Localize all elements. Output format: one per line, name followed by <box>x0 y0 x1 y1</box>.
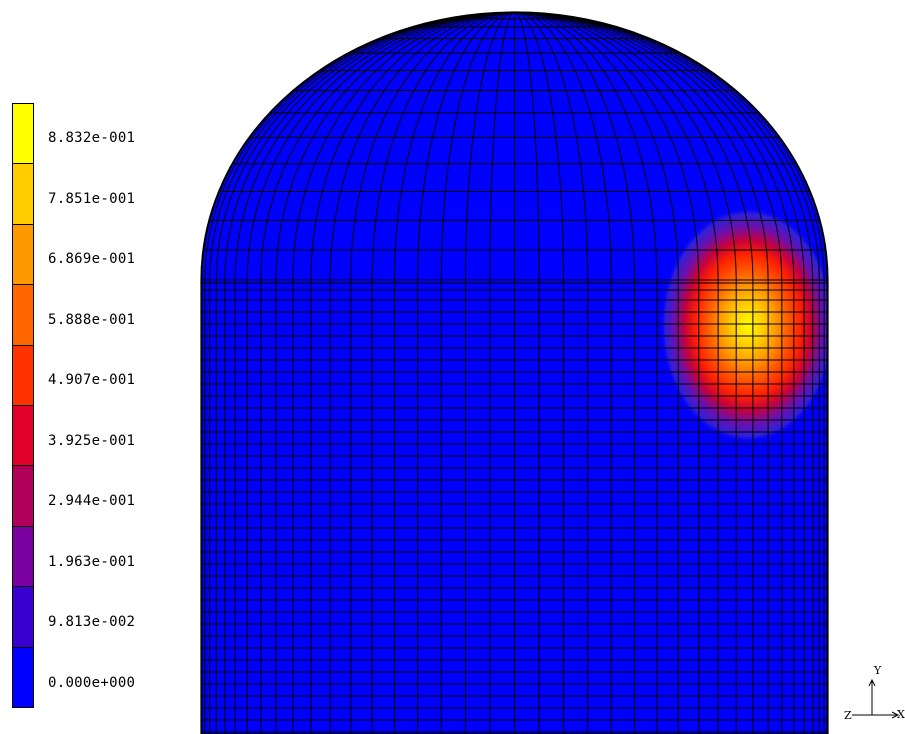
legend-swatch <box>13 466 33 527</box>
legend-swatch <box>13 526 33 588</box>
axis-triad: Y X Z <box>844 664 905 722</box>
legend-label: 0.000e+000 <box>48 674 136 691</box>
legend-label: 5.888e-001 <box>48 311 136 328</box>
legend-swatch <box>13 647 33 708</box>
legend-label: 3.925e-001 <box>48 432 136 449</box>
legend-label: 1.963e-001 <box>48 553 136 570</box>
legend-swatch <box>13 587 33 648</box>
legend-label: 4.907e-001 <box>48 372 136 388</box>
legend-label: 7.851e-001 <box>48 190 136 207</box>
legend-swatch <box>13 104 33 165</box>
legend-swatch <box>13 345 33 407</box>
legend-swatch <box>13 406 33 467</box>
legend-label: 2.944e-001 <box>48 493 136 509</box>
axis-y-label: Y <box>873 664 882 677</box>
axis-x-label: X <box>897 708 905 721</box>
legend-label: 6.869e-001 <box>48 251 136 267</box>
legend-label: 8.832e-001 <box>48 130 136 146</box>
legend-swatch <box>13 224 33 286</box>
legend-swatch <box>13 164 33 225</box>
color-legend-bar <box>12 103 34 708</box>
legend-label: 9.813e-002 <box>48 614 136 630</box>
axis-z-label: Z <box>844 709 852 722</box>
legend-swatch <box>13 285 33 346</box>
